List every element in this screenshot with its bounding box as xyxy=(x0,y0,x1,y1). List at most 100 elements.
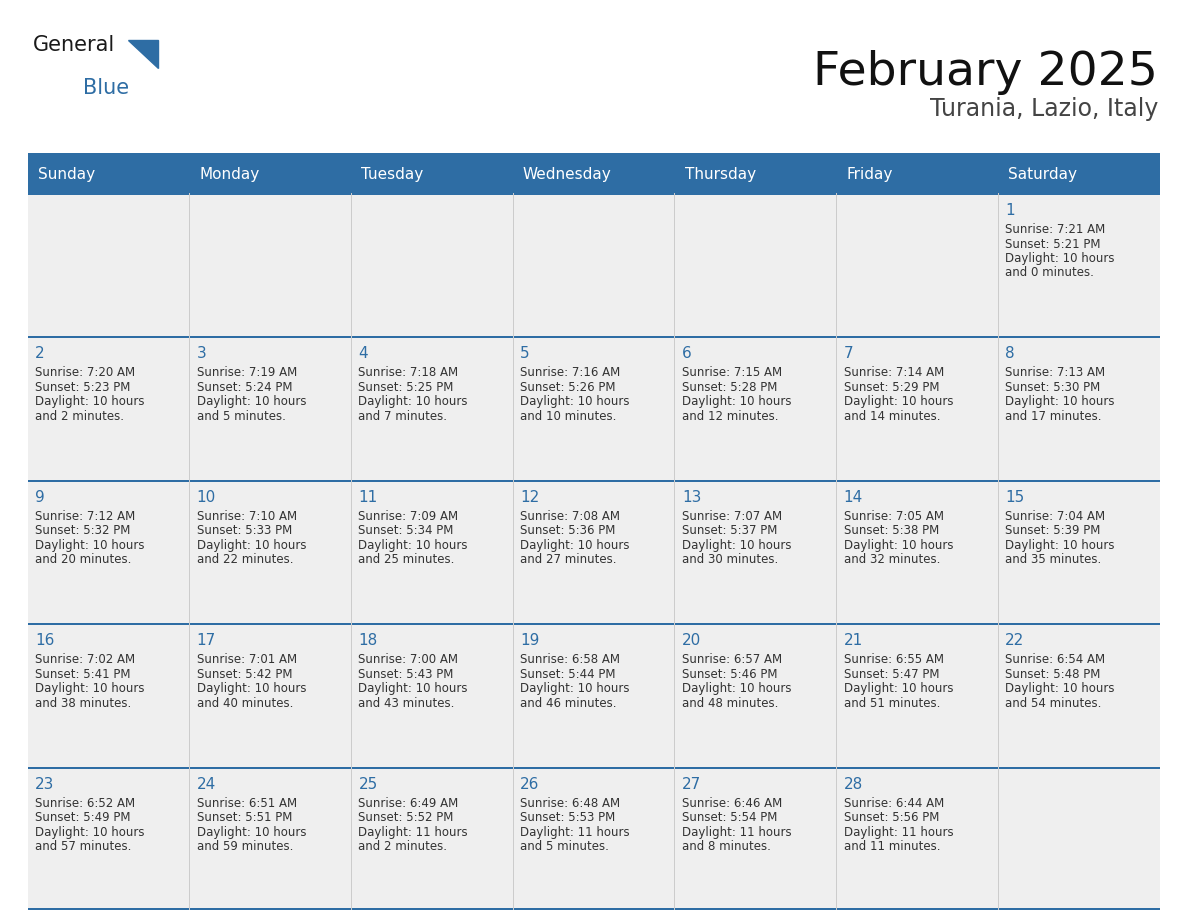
Text: 15: 15 xyxy=(1005,490,1024,505)
Text: Sunset: 5:25 PM: Sunset: 5:25 PM xyxy=(359,381,454,394)
Text: Daylight: 10 hours: Daylight: 10 hours xyxy=(1005,539,1114,552)
Text: Sunrise: 7:14 AM: Sunrise: 7:14 AM xyxy=(843,366,943,379)
Text: Sunrise: 7:18 AM: Sunrise: 7:18 AM xyxy=(359,366,459,379)
Text: Sunrise: 6:48 AM: Sunrise: 6:48 AM xyxy=(520,797,620,810)
Text: Daylight: 10 hours: Daylight: 10 hours xyxy=(843,682,953,695)
Text: Sunset: 5:38 PM: Sunset: 5:38 PM xyxy=(843,524,939,537)
Text: Sunrise: 6:46 AM: Sunrise: 6:46 AM xyxy=(682,797,782,810)
Text: Sunrise: 7:21 AM: Sunrise: 7:21 AM xyxy=(1005,223,1106,236)
Text: Sunrise: 7:09 AM: Sunrise: 7:09 AM xyxy=(359,509,459,522)
Text: and 14 minutes.: and 14 minutes. xyxy=(843,410,940,423)
Text: Sunrise: 7:04 AM: Sunrise: 7:04 AM xyxy=(1005,509,1105,522)
Text: Daylight: 10 hours: Daylight: 10 hours xyxy=(197,396,307,409)
Text: 16: 16 xyxy=(34,633,55,648)
Text: Daylight: 10 hours: Daylight: 10 hours xyxy=(843,396,953,409)
Text: Sunrise: 7:20 AM: Sunrise: 7:20 AM xyxy=(34,366,135,379)
Text: 12: 12 xyxy=(520,490,539,505)
Text: 21: 21 xyxy=(843,633,862,648)
Text: Sunrise: 7:10 AM: Sunrise: 7:10 AM xyxy=(197,509,297,522)
Text: 2: 2 xyxy=(34,346,45,362)
Text: 10: 10 xyxy=(197,490,216,505)
Text: and 20 minutes.: and 20 minutes. xyxy=(34,554,132,566)
Text: 7: 7 xyxy=(843,346,853,362)
Text: Sunset: 5:51 PM: Sunset: 5:51 PM xyxy=(197,812,292,824)
Text: Daylight: 10 hours: Daylight: 10 hours xyxy=(359,396,468,409)
Text: 8: 8 xyxy=(1005,346,1015,362)
Text: Friday: Friday xyxy=(846,166,892,182)
Text: Sunset: 5:42 PM: Sunset: 5:42 PM xyxy=(197,667,292,681)
Text: Sunset: 5:32 PM: Sunset: 5:32 PM xyxy=(34,524,131,537)
Text: Sunrise: 7:08 AM: Sunrise: 7:08 AM xyxy=(520,509,620,522)
Text: Turania, Lazio, Italy: Turania, Lazio, Italy xyxy=(930,97,1158,121)
Text: Daylight: 10 hours: Daylight: 10 hours xyxy=(1005,396,1114,409)
Text: and 32 minutes.: and 32 minutes. xyxy=(843,554,940,566)
Text: Daylight: 10 hours: Daylight: 10 hours xyxy=(359,539,468,552)
Text: Blue: Blue xyxy=(83,78,129,98)
Text: and 17 minutes.: and 17 minutes. xyxy=(1005,410,1101,423)
Text: Sunrise: 6:44 AM: Sunrise: 6:44 AM xyxy=(843,797,943,810)
Text: and 46 minutes.: and 46 minutes. xyxy=(520,697,617,710)
Text: Sunrise: 6:54 AM: Sunrise: 6:54 AM xyxy=(1005,654,1105,666)
Text: Daylight: 11 hours: Daylight: 11 hours xyxy=(359,825,468,839)
Text: Daylight: 11 hours: Daylight: 11 hours xyxy=(520,825,630,839)
Text: and 2 minutes.: and 2 minutes. xyxy=(34,410,124,423)
Text: Sunset: 5:36 PM: Sunset: 5:36 PM xyxy=(520,524,615,537)
Text: and 5 minutes.: and 5 minutes. xyxy=(197,410,285,423)
Text: Sunset: 5:46 PM: Sunset: 5:46 PM xyxy=(682,667,777,681)
Text: Sunset: 5:47 PM: Sunset: 5:47 PM xyxy=(843,667,939,681)
Text: Thursday: Thursday xyxy=(684,166,756,182)
Text: Sunset: 5:28 PM: Sunset: 5:28 PM xyxy=(682,381,777,394)
Text: Saturday: Saturday xyxy=(1007,166,1078,182)
Text: Sunset: 5:39 PM: Sunset: 5:39 PM xyxy=(1005,524,1100,537)
Text: 27: 27 xyxy=(682,777,701,791)
Text: 13: 13 xyxy=(682,490,701,505)
Text: Daylight: 10 hours: Daylight: 10 hours xyxy=(682,682,791,695)
Text: Sunday: Sunday xyxy=(38,166,95,182)
Text: and 22 minutes.: and 22 minutes. xyxy=(197,554,293,566)
Text: Daylight: 10 hours: Daylight: 10 hours xyxy=(197,682,307,695)
Text: 14: 14 xyxy=(843,490,862,505)
Text: and 40 minutes.: and 40 minutes. xyxy=(197,697,293,710)
Text: 24: 24 xyxy=(197,777,216,791)
Text: Daylight: 10 hours: Daylight: 10 hours xyxy=(1005,682,1114,695)
Text: Sunrise: 6:57 AM: Sunrise: 6:57 AM xyxy=(682,654,782,666)
Text: Sunset: 5:33 PM: Sunset: 5:33 PM xyxy=(197,524,292,537)
Text: and 5 minutes.: and 5 minutes. xyxy=(520,840,609,853)
Text: Sunset: 5:54 PM: Sunset: 5:54 PM xyxy=(682,812,777,824)
Text: Daylight: 10 hours: Daylight: 10 hours xyxy=(34,396,145,409)
Text: and 38 minutes.: and 38 minutes. xyxy=(34,697,131,710)
Text: Sunrise: 7:05 AM: Sunrise: 7:05 AM xyxy=(843,509,943,522)
Text: and 2 minutes.: and 2 minutes. xyxy=(359,840,448,853)
Text: 5: 5 xyxy=(520,346,530,362)
Text: Daylight: 10 hours: Daylight: 10 hours xyxy=(34,539,145,552)
Text: 19: 19 xyxy=(520,633,539,648)
Text: Sunrise: 6:58 AM: Sunrise: 6:58 AM xyxy=(520,654,620,666)
Text: 28: 28 xyxy=(843,777,862,791)
Text: Sunset: 5:41 PM: Sunset: 5:41 PM xyxy=(34,667,131,681)
Text: and 10 minutes.: and 10 minutes. xyxy=(520,410,617,423)
Text: 20: 20 xyxy=(682,633,701,648)
Text: Sunset: 5:29 PM: Sunset: 5:29 PM xyxy=(843,381,939,394)
Text: Sunset: 5:34 PM: Sunset: 5:34 PM xyxy=(359,524,454,537)
Text: 11: 11 xyxy=(359,490,378,505)
Text: 4: 4 xyxy=(359,346,368,362)
Text: 26: 26 xyxy=(520,777,539,791)
Polygon shape xyxy=(128,40,158,68)
Text: Sunset: 5:56 PM: Sunset: 5:56 PM xyxy=(843,812,939,824)
Text: February 2025: February 2025 xyxy=(813,50,1158,95)
Text: Daylight: 10 hours: Daylight: 10 hours xyxy=(359,682,468,695)
Text: 23: 23 xyxy=(34,777,55,791)
Text: and 43 minutes.: and 43 minutes. xyxy=(359,697,455,710)
Text: Sunset: 5:49 PM: Sunset: 5:49 PM xyxy=(34,812,131,824)
Text: Daylight: 10 hours: Daylight: 10 hours xyxy=(520,396,630,409)
Text: Sunset: 5:43 PM: Sunset: 5:43 PM xyxy=(359,667,454,681)
Text: Sunrise: 7:12 AM: Sunrise: 7:12 AM xyxy=(34,509,135,522)
Text: Monday: Monday xyxy=(200,166,260,182)
Text: Sunset: 5:26 PM: Sunset: 5:26 PM xyxy=(520,381,615,394)
Text: and 27 minutes.: and 27 minutes. xyxy=(520,554,617,566)
Text: Daylight: 10 hours: Daylight: 10 hours xyxy=(197,539,307,552)
Text: Daylight: 10 hours: Daylight: 10 hours xyxy=(682,396,791,409)
Text: Daylight: 10 hours: Daylight: 10 hours xyxy=(843,539,953,552)
Text: Sunset: 5:23 PM: Sunset: 5:23 PM xyxy=(34,381,131,394)
Text: Tuesday: Tuesday xyxy=(361,166,423,182)
